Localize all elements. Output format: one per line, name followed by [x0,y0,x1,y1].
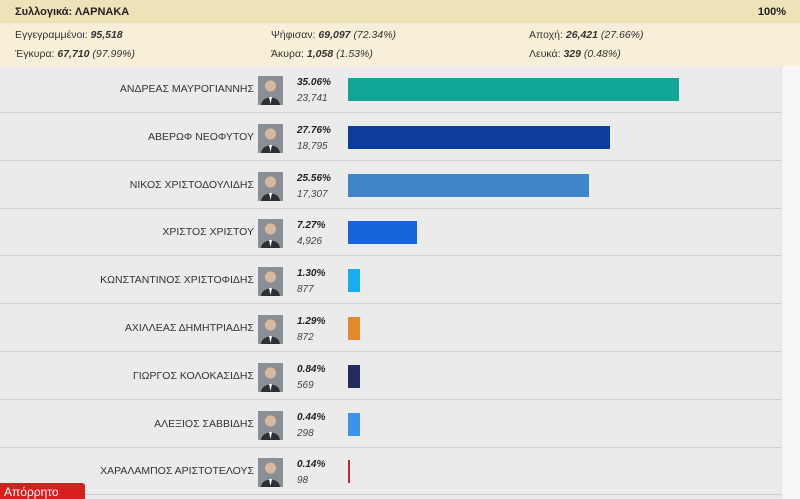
candidate-votes: 98 [297,475,309,487]
candidate-votes: 17,307 [297,188,328,200]
candidate-row: ΚΩΝΣΤΑΝΤΙΝΟΣ ΧΡΙΣΤΟΦΙΔΗΣ 1.30% 877 [0,257,781,305]
candidate-name: ΑΒΕΡΩΦ ΝΕΟΦΥΤΟΥ [147,130,254,143]
stat-invalid: Άκυρα: 1,058 (1.53%) [271,48,373,60]
candidate-percent: 0.44% [297,411,326,423]
scrollbar[interactable] [781,66,800,499]
candidate-photo-icon [258,362,283,392]
candidate-name: ΝΙΚΟΣ ΧΡΙΣΤΟΔΟΥΛΙΔΗΣ [129,178,254,191]
candidate-bar [348,317,360,340]
candidate-percent: 27.76% [297,124,331,136]
candidate-photo-icon [258,267,283,297]
candidate-photo-icon [258,458,283,488]
results-chart: ΑΝΔΡΕΑΣ ΜΑΥΡΟΓΙΑΝΝΗΣ 35.06% 23,741 ΑΒΕΡΩΦ Ν… [0,66,781,499]
candidate-bar [348,221,417,245]
candidate-row: ΓΙΩΡΓΟΣ ΚΟΛΟΚΑΣΙΔΗΣ 0.84% 569 [0,353,781,400]
candidate-photo-icon [258,123,283,153]
candidate-votes: 569 [297,379,314,391]
stat-abstention: Αποχή: 26,421 (27.66%) [529,29,644,41]
candidate-votes: 18,795 [297,140,328,152]
candidate-name: ΓΙΩΡΓΟΣ ΚΟΛΟΚΑΣΙΔΗΣ [132,369,254,382]
candidate-row: ΧΡΙΣΤΟΣ ΧΡΙΣΤΟΥ 7.27% 4,926 [0,209,781,257]
candidate-name: ΧΑΡΑΛΑΜΠΟΣ ΑΡΙΣΤΟΤΕΛΟΥΣ [100,465,254,478]
candidate-percent: 0.14% [297,459,326,471]
candidate-name: ΑΛΕΞΙΟΣ ΣΑΒΒΙΔΗΣ [154,417,254,430]
candidate-percent: 1.30% [297,268,326,280]
candidate-row: ΑΛΕΞΙΟΣ ΣΑΒΒΙΔΗΣ 0.44% 298 [0,401,781,448]
stat-voted: Ψήφισαν: 69,097 (72.34%) [271,29,397,41]
candidate-percent: 25.56% [297,172,331,184]
candidate-bar [348,412,360,436]
candidate-votes: 872 [297,332,314,343]
candidate-votes: 298 [297,427,314,439]
candidate-photo-icon [258,76,283,105]
candidate-row: ΑΝΔΡΕΑΣ ΜΑΥΡΟΓΙΑΝΝΗΣ 35.06% 23,741 [0,66,781,113]
candidate-percent: 0.84% [297,363,326,375]
candidate-name: ΑΝΔΡΕΑΣ ΜΑΥΡΟΓΙΑΝΝΗΣ [119,83,254,95]
candidate-row: ΑΧΙΛΛΕΑΣ ΔΗΜΗΤΡΙΑΔΗΣ 1.29% 872 [0,305,781,352]
district-title: Συλλογικά: ΛΑΡΝΑΚΑ [15,5,130,18]
candidate-photo-icon [258,315,283,344]
candidate-photo-icon [258,171,283,201]
candidate-bar [348,269,360,293]
district-header: Συλλογικά: ΛΑΡΝΑΚΑ 100% [0,0,800,23]
turnout-stats: Εγγεγραμμένοι: 95,518 Ψήφισαν: 69,097 (7… [0,23,800,66]
stat-valid: Έγκυρα: 67,710 (97.99%) [15,48,136,60]
candidate-bar [348,364,360,388]
candidate-bar [348,173,589,197]
candidate-photo-icon [258,219,283,249]
candidate-votes: 4,926 [297,236,323,248]
candidate-photo-icon [258,410,283,440]
candidate-percent: 1.29% [297,316,326,327]
candidate-row: ΝΙΚΟΣ ΧΡΙΣΤΟΔΟΥΛΙΔΗΣ 25.56% 17,307 [0,162,781,209]
stat-registered: Εγγεγραμμένοι: 95,518 [15,29,123,41]
candidate-bar [348,125,610,149]
candidate-bar [348,460,350,484]
candidate-name: ΑΧΙΛΛΕΑΣ ΔΗΜΗΤΡΙΑΔΗΣ [124,322,254,334]
candidate-votes: 877 [297,284,314,296]
candidate-name: ΧΡΙΣΤΟΣ ΧΡΙΣΤΟΥ [162,226,254,239]
candidate-name: ΚΩΝΣΤΑΝΤΙΝΟΣ ΧΡΙΣΤΟΦΙΔΗΣ [100,274,254,287]
candidate-percent: 35.06% [297,77,331,88]
confidential-badge: Απόρρητο [0,483,85,499]
candidate-votes: 23,741 [297,93,328,104]
candidate-bar [348,78,679,101]
counted-percent: 100% [757,5,786,18]
candidate-row: ΧΑΡΑΛΑΜΠΟΣ ΑΡΙΣΤΟΤΕΛΟΥΣ 0.14% 98 [0,448,781,496]
stat-blank: Λευκά: 329 (0.48%) [529,48,621,60]
candidate-percent: 7.27% [297,220,326,232]
candidate-row: ΑΒΕΡΩΦ ΝΕΟΦΥΤΟΥ 27.76% 18,795 [0,114,781,161]
